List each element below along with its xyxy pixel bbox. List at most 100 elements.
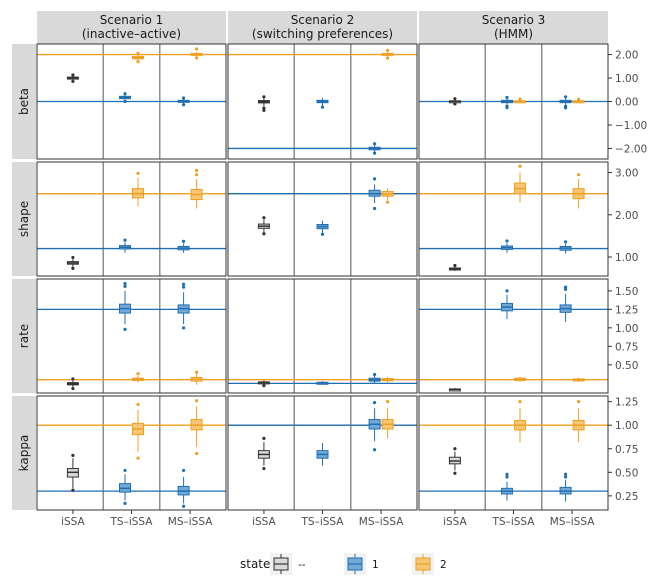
outlier-point: [136, 171, 140, 175]
y-tick-label: 0.75: [615, 444, 638, 456]
box-MS–iSSA-state-2: [381, 400, 394, 439]
box-iSSA-state---: [66, 453, 79, 492]
outlier-point: [563, 240, 568, 244]
outlier-point: [453, 447, 457, 451]
column-strip-label-line: Scenario 2: [291, 13, 355, 27]
facet-panel: [227, 278, 418, 394]
box-iSSA-state---: [448, 447, 461, 475]
outlier-point: [181, 326, 186, 330]
outlier-point: [181, 504, 186, 508]
outlier-point: [123, 501, 127, 506]
box-TS–iSSA-state-1: [501, 95, 513, 110]
box-MS–iSSA-state-1: [559, 472, 572, 502]
y-tick-label: 0.50: [615, 467, 638, 479]
outlier-point: [563, 472, 568, 476]
outlier-point: [372, 400, 377, 405]
outlier-point: [181, 239, 186, 243]
outlier-point: [320, 105, 325, 109]
outlier-point: [576, 400, 581, 404]
column-strip-label: Scenario 3 (HMM): [482, 13, 546, 41]
outlier-point: [136, 402, 140, 407]
box-TS–iSSA-state-1: [316, 381, 329, 385]
legend-title: state: [240, 557, 270, 571]
legend-key-2: [412, 553, 434, 575]
column-strip-label: Scenario 1 (inactive–active): [82, 13, 181, 41]
legend-label: 2: [440, 559, 447, 571]
box-MS–iSSA-state-2: [572, 377, 585, 382]
box-TS–iSSA-state-1: [119, 281, 131, 331]
box-MS–iSSA-state-2: [572, 97, 585, 104]
box-TS–iSSA-state-2: [132, 372, 144, 383]
legend-key-1: [344, 553, 366, 575]
outlier-point: [505, 475, 509, 479]
box-MS–iSSA-state-2: [572, 400, 585, 443]
panel-border: [227, 278, 418, 394]
legend-label: --: [298, 559, 306, 571]
outlier-point: [123, 327, 127, 331]
box-TS–iSSA-state-2: [514, 400, 526, 443]
x-tick-label: TS–iSSA: [301, 516, 345, 528]
y-tick-label: 0.75: [615, 341, 638, 353]
box-MS–iSSA-state-2: [381, 188, 394, 204]
panel-border: [36, 43, 227, 160]
panel-border: [418, 278, 609, 394]
box-iSSA-state---: [66, 73, 79, 83]
box-MS–iSSA-state-1: [368, 400, 381, 452]
panel-background: [228, 162, 417, 276]
outlier-point: [262, 95, 266, 99]
box-TS–iSSA-state-2: [514, 164, 526, 203]
box-MS–iSSA-state-2: [190, 47, 203, 60]
panel-background: [37, 279, 226, 393]
outlier-point: [194, 173, 199, 177]
row-strip-label: kappa: [17, 435, 31, 472]
box-iSSA-state---: [448, 97, 461, 106]
outlier-point: [123, 238, 127, 242]
box-MS–iSSA-state-1: [177, 96, 190, 107]
outlier-point: [262, 106, 266, 110]
outlier-point: [505, 95, 509, 100]
outlier-point: [194, 56, 199, 60]
facet-panel: [227, 43, 418, 160]
facet-panel: [418, 43, 609, 160]
box-iSSA-state---: [66, 255, 79, 270]
outlier-point: [123, 99, 127, 104]
box-MS–iSSA-state-1: [559, 240, 572, 254]
outlier-point: [194, 168, 199, 173]
column-strip-label-line: Scenario 3: [482, 13, 546, 27]
outlier-point: [262, 436, 266, 440]
outlier-point: [71, 73, 75, 77]
box-MS–iSSA-state-2: [190, 370, 203, 385]
box-MS–iSSA-state-1: [559, 95, 572, 110]
box-MS–iSSA-state-1: [177, 468, 190, 508]
outlier-point: [71, 377, 75, 381]
legend-label: 1: [372, 559, 379, 571]
outlier-point: [71, 386, 75, 391]
box-TS–iSSA-state-2: [132, 171, 144, 207]
outlier-point: [181, 96, 186, 100]
box-iSSA-state---: [66, 377, 79, 391]
outlier-point: [262, 466, 266, 471]
outlier-point: [563, 95, 568, 99]
box-iSSA-state---: [257, 436, 270, 471]
x-tick-label: MS–iSSA: [550, 516, 595, 528]
y-tick-label: 2.00: [615, 50, 638, 62]
panel-border: [227, 43, 418, 160]
outlier-point: [385, 400, 390, 404]
x-tick-label: TS–iSSA: [492, 516, 536, 528]
column-strip-label-line: (inactive–active): [82, 27, 181, 41]
outlier-point: [71, 79, 75, 83]
box-TS–iSSA-state-1: [501, 289, 513, 319]
outlier-point: [136, 456, 140, 460]
outlier-point: [262, 232, 266, 236]
outlier-point: [71, 488, 75, 492]
box-iSSA-state---: [257, 95, 270, 113]
panel-border: [36, 278, 227, 394]
box-TS–iSSA-state-1: [316, 443, 329, 466]
box-TS–iSSA-state-2: [132, 51, 144, 64]
outlier-point: [518, 164, 522, 168]
outlier-point: [385, 48, 390, 52]
box-TS–iSSA-state-1: [316, 97, 329, 109]
outlier-point: [71, 255, 75, 260]
box-TS–iSSA-state-2: [514, 97, 526, 104]
outlier-point: [505, 472, 509, 476]
